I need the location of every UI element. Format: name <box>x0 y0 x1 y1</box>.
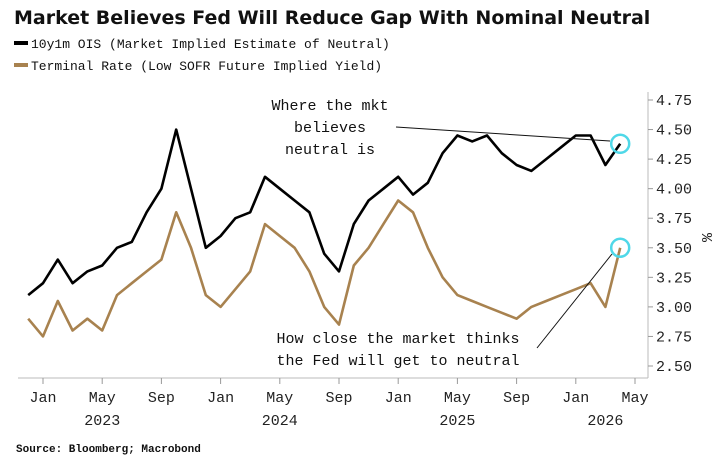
y-tick-label: 3.50 <box>656 241 692 258</box>
x-year-label: 2023 <box>84 413 120 430</box>
legend-swatch-terminal <box>14 63 28 67</box>
y-tick-label: 4.25 <box>656 152 692 169</box>
legend-label-terminal: Terminal Rate (Low SOFR Future Implied Y… <box>31 59 382 74</box>
x-year-label: 2024 <box>262 413 298 430</box>
x-tick-label: Jan <box>29 390 56 407</box>
y-tick-label: 4.50 <box>656 123 692 140</box>
x-tick-label: Sep <box>148 390 175 407</box>
legend-swatch-ois <box>14 41 28 45</box>
x-tick-label: Jan <box>207 390 234 407</box>
highlight-circle-ois <box>609 133 631 154</box>
series-line-10y1m-ois <box>27 128 622 297</box>
x-tick-label: May <box>266 390 293 407</box>
y-tick-label: 4.00 <box>656 182 692 199</box>
annotation-2-pointer <box>536 253 613 349</box>
y-tick-label: 3.75 <box>656 211 692 228</box>
legend: 10y1m OIS (Market Implied Estimate of Ne… <box>14 37 390 74</box>
y-tick-label: 4.75 <box>656 93 692 110</box>
annotation-1-line-3: neutral is <box>285 142 375 159</box>
annotations: Where the mkt believes neutral is How cl… <box>271 98 613 370</box>
x-tick-label: Sep <box>503 390 530 407</box>
legend-label-ois: 10y1m OIS (Market Implied Estimate of Ne… <box>31 37 390 52</box>
annotation-1-pointer <box>395 126 611 142</box>
x-tick-label: May <box>621 390 648 407</box>
x-tick-label: Jan <box>385 390 412 407</box>
y-tick-label: 3.25 <box>656 270 692 287</box>
y-tick-label: 2.75 <box>656 329 692 346</box>
highlight-circle-terminal <box>609 237 631 259</box>
y-tick-label: 3.00 <box>656 300 692 317</box>
x-year-label: 2026 <box>587 413 623 430</box>
source-note: Source: Bloomberg; Macrobond <box>16 444 201 456</box>
x-tick-label: May <box>444 390 471 407</box>
annotation-1-line-2: believes <box>294 120 366 137</box>
y-tick-label: 2.50 <box>656 359 692 376</box>
x-tick-label: May <box>89 390 116 407</box>
x-year-label: 2025 <box>439 413 475 430</box>
chart-title: Market Believes Fed Will Reduce Gap With… <box>14 7 650 29</box>
x-tick-label: Jan <box>562 390 589 407</box>
annotation-1-line-1: Where the mkt <box>271 98 388 115</box>
y-axis-unit: % <box>697 233 714 243</box>
x-tick-label: Sep <box>325 390 352 407</box>
series-line-terminal-rate <box>27 199 622 338</box>
annotation-2-line-2: the Fed will get to neutral <box>276 353 519 370</box>
annotation-2-line-1: How close the market thinks <box>276 331 519 348</box>
